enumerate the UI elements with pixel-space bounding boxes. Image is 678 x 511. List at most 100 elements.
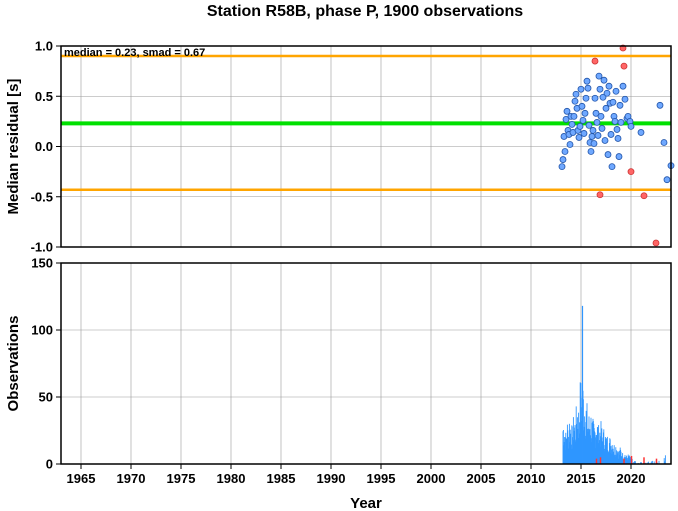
residual-y-axis-label: Median residual [s] <box>5 79 22 215</box>
year-x-tick-label: 2020 <box>617 471 646 486</box>
residual-point <box>578 102 586 110</box>
outlier-point <box>640 192 648 200</box>
residual-point <box>583 77 591 85</box>
residual-point <box>599 93 607 101</box>
residual-point <box>660 139 668 146</box>
residual-point <box>575 134 583 141</box>
outlier-point <box>652 239 660 247</box>
residual-y-tick-label: 0.0 <box>35 139 53 154</box>
residual-point <box>616 101 624 109</box>
residual-point <box>566 141 574 148</box>
residual-point <box>563 107 571 115</box>
year-x-tick-label: 1980 <box>217 471 246 486</box>
residual-y-tick-label: 0.5 <box>35 89 53 104</box>
year-x-tick-label: 2005 <box>467 471 496 486</box>
observations-y-axis-label: Observations <box>5 316 22 412</box>
residual-point <box>593 118 601 126</box>
residual-y-tick-label: -0.5 <box>31 189 53 204</box>
residual-point <box>601 137 609 144</box>
residual-point <box>585 121 593 129</box>
observations-y-tick-label: 0 <box>46 457 53 472</box>
residual-point <box>587 148 595 155</box>
residual-point <box>571 97 579 105</box>
residual-point <box>612 87 620 95</box>
residual-y-tick-label: -1.0 <box>31 240 53 255</box>
residual-point <box>580 130 588 137</box>
residual-point <box>562 115 570 123</box>
observations-y-tick-label: 50 <box>39 390 53 405</box>
residual-point <box>603 89 611 97</box>
residual-point <box>608 163 616 171</box>
residual-point <box>595 72 603 80</box>
residual-point <box>604 151 612 158</box>
residual-point <box>602 104 610 112</box>
residual-point <box>613 126 621 133</box>
residual-y-ticks: 1.0 0.5 0.0 -0.5 -1.0 <box>31 39 61 255</box>
residual-grid <box>61 45 671 248</box>
year-x-ticks: 1965 1970 1975 1980 1985 1990 1995 2000 2005 2010… <box>67 464 646 486</box>
residual-panel: 1.0 0.5 0.0 -0.5 -1.0 median = 0.23, smad = … <box>5 39 675 255</box>
residual-y-tick-label: 1.0 <box>35 39 53 54</box>
year-x-tick-label: 1970 <box>117 471 146 486</box>
residual-point <box>598 125 606 132</box>
residual-point <box>637 129 645 136</box>
residual-point <box>568 120 576 128</box>
residual-point <box>591 94 599 102</box>
residual-point <box>609 98 617 106</box>
year-x-tick-label: 1990 <box>317 471 346 486</box>
residual-point <box>572 90 580 98</box>
residual-point <box>559 156 567 163</box>
residual-point <box>611 117 619 125</box>
outlier-point <box>627 168 635 176</box>
reference-lines <box>61 54 671 191</box>
residual-point <box>579 116 587 124</box>
residual-point <box>663 176 671 184</box>
residual-point <box>589 127 597 134</box>
residual-point <box>621 95 629 103</box>
residual-point <box>584 84 592 92</box>
year-x-tick-label: 2000 <box>417 471 446 486</box>
residual-point <box>581 109 589 117</box>
year-x-tick-label: 1985 <box>267 471 296 486</box>
residual-point <box>614 135 622 142</box>
residual-point <box>600 76 608 84</box>
residual-point <box>570 112 578 120</box>
residual-point <box>656 101 664 109</box>
residual-point <box>592 109 600 117</box>
residual-point <box>588 133 596 140</box>
year-x-tick-label: 1975 <box>167 471 196 486</box>
year-x-tick-label: 1995 <box>367 471 396 486</box>
residual-points <box>558 44 675 247</box>
year-x-tick-label: 2010 <box>517 471 546 486</box>
residual-point <box>558 163 566 171</box>
residual-point <box>617 118 625 126</box>
observation-bars <box>562 305 666 464</box>
residual-point <box>596 85 604 93</box>
year-x-tick-label: 1965 <box>67 471 96 486</box>
residual-plot-frame <box>60 45 672 248</box>
observations-panel: 150 100 50 0 1965 1970 1975 1980 1985 1990 1995 20… <box>5 256 672 511</box>
residual-point <box>615 153 623 160</box>
observations-plot-frame <box>60 262 672 465</box>
residual-point <box>577 85 585 93</box>
residual-point <box>576 123 584 130</box>
residual-point <box>605 82 613 90</box>
residual-point <box>594 132 602 139</box>
residual-point <box>561 148 569 155</box>
residual-point <box>619 82 627 90</box>
observations-y-ticks: 150 100 50 0 <box>31 256 61 472</box>
observations-y-tick-label: 150 <box>31 256 53 271</box>
observations-y-tick-label: 100 <box>31 323 53 338</box>
residual-point <box>590 140 598 147</box>
outlier-point <box>620 62 628 70</box>
chart-title: Station R58B, phase P, 1900 observations <box>207 3 523 20</box>
outlier-point <box>596 191 604 199</box>
residual-point <box>627 123 635 130</box>
residual-point <box>582 94 590 102</box>
residual-point <box>597 112 605 120</box>
stats-annotation: median = 0.23, smad = 0.67 <box>64 47 205 59</box>
outlier-point <box>591 57 599 65</box>
residual-point <box>607 131 615 138</box>
year-x-tick-label: 2015 <box>567 471 596 486</box>
